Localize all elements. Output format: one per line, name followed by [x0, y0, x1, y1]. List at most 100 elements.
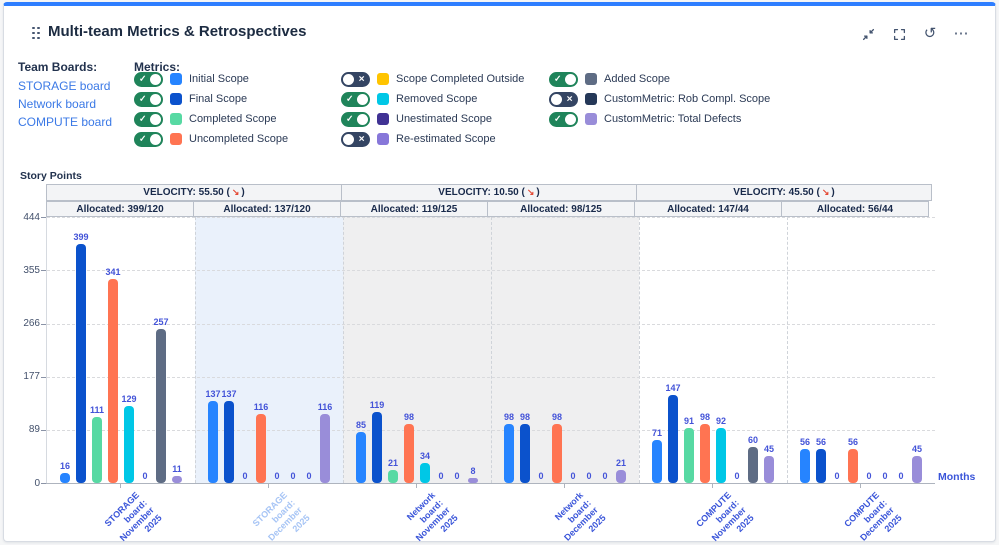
bar-initial-scope[interactable]: [60, 473, 70, 483]
bar-slot: 56: [800, 217, 810, 483]
allocated-cell: Allocated: 137/120: [193, 201, 341, 217]
bar-value-label: 0: [834, 471, 840, 481]
bar-value-label: 147: [665, 382, 681, 393]
bar-value-label: 98: [404, 412, 415, 423]
bar-slot: 129: [121, 217, 137, 483]
bar-slot: 257: [153, 217, 169, 483]
drag-handle-icon[interactable]: [31, 26, 41, 40]
fullscreen-icon[interactable]: [891, 26, 907, 42]
metric-toggle[interactable]: [341, 91, 370, 107]
bar-initial-scope[interactable]: [208, 400, 218, 483]
velocity-cell: VELOCITY: 55.50 (↘): [46, 184, 342, 201]
column-bg: [343, 217, 491, 483]
bar-slot: 91: [684, 217, 694, 483]
bar-slot: 71: [652, 217, 662, 483]
board-link-storage[interactable]: STORAGE board: [18, 79, 111, 93]
vertical-gridline: [787, 217, 788, 483]
header-toolbar: ↺ ⋯: [860, 26, 969, 42]
bar-slot: 0: [436, 217, 446, 483]
bar-initial-scope[interactable]: [504, 424, 514, 483]
bar-removed-scope[interactable]: [716, 427, 726, 483]
bar-group: 137 137 0 116 0 0 0 116: [195, 217, 343, 483]
bar-slot: 147: [665, 217, 681, 483]
bar-custommetric-total-defects[interactable]: [320, 413, 330, 483]
bar-value-label: 119: [369, 399, 385, 410]
bar-slot: 34: [420, 217, 430, 483]
column-bg: [787, 217, 935, 483]
bar-custommetric-total-defects[interactable]: [468, 478, 478, 483]
bar-completed-scope[interactable]: [92, 416, 102, 483]
bar-value-label: 0: [586, 471, 592, 481]
bar-custommetric-total-defects[interactable]: [616, 470, 626, 483]
bar-slot: 60: [748, 217, 758, 483]
bar-slot: 0: [732, 217, 742, 483]
bar-completed-scope[interactable]: [388, 470, 398, 483]
bar-value-label: 257: [153, 317, 169, 328]
metric-toggle[interactable]: [341, 131, 370, 147]
metric-color-swatch: [585, 93, 597, 105]
bar-custommetric-total-defects[interactable]: [764, 456, 774, 483]
board-link-compute[interactable]: COMPUTE board: [18, 115, 113, 129]
metric-toggle[interactable]: [549, 91, 578, 107]
legend-item: Added Scope: [549, 69, 770, 89]
board-link-network[interactable]: Network board: [18, 97, 97, 111]
bar-uncompleted-scope[interactable]: [108, 278, 118, 483]
bar-slot: 98: [552, 217, 562, 483]
bar-uncompleted-scope[interactable]: [700, 424, 710, 483]
bar-added-scope[interactable]: [748, 447, 758, 483]
metric-toggle[interactable]: [134, 91, 163, 107]
metric-toggle[interactable]: [549, 111, 578, 127]
collapse-icon[interactable]: [860, 26, 876, 42]
bar-custommetric-total-defects[interactable]: [172, 476, 182, 483]
more-icon[interactable]: ⋯: [953, 25, 969, 42]
metric-color-swatch: [377, 113, 389, 125]
bar-removed-scope[interactable]: [420, 462, 430, 483]
trend-down-icon: ↘: [231, 187, 240, 197]
bar-added-scope[interactable]: [156, 329, 166, 483]
bar-slot: 85: [356, 217, 366, 483]
vertical-gridline: [343, 217, 344, 483]
vertical-gridline: [195, 217, 196, 483]
bar-final-scope[interactable]: [668, 394, 678, 483]
metric-color-swatch: [170, 93, 182, 105]
bar-uncompleted-scope[interactable]: [848, 449, 858, 483]
bar-completed-scope[interactable]: [684, 428, 694, 483]
gadget-card: Multi-team Metrics & Retrospectives ↺ ⋯ T…: [3, 2, 996, 543]
bar-slot: 0: [452, 217, 462, 483]
bar-custommetric-total-defects[interactable]: [912, 456, 922, 483]
metric-toggle[interactable]: [134, 111, 163, 127]
metric-name: Completed Scope: [189, 113, 277, 125]
metric-toggle[interactable]: [134, 131, 163, 147]
metric-toggle[interactable]: [134, 71, 163, 87]
bar-initial-scope[interactable]: [356, 432, 366, 483]
y-tick-label: 266: [23, 318, 40, 330]
horizontal-gridline: [47, 376, 935, 378]
bar-slot: 45: [764, 217, 774, 483]
metric-toggle[interactable]: [341, 111, 370, 127]
bar-uncompleted-scope[interactable]: [404, 424, 414, 483]
bar-slot: 116: [318, 217, 332, 483]
bar-final-scope[interactable]: [816, 449, 826, 483]
bar-final-scope[interactable]: [76, 243, 86, 483]
bar-uncompleted-scope[interactable]: [552, 424, 562, 483]
bar-value-label: 129: [121, 393, 137, 404]
bar-final-scope[interactable]: [224, 400, 234, 483]
bar-final-scope[interactable]: [520, 424, 530, 483]
bar-initial-scope[interactable]: [800, 449, 810, 483]
bar-value-label: 111: [89, 404, 105, 415]
metric-toggle[interactable]: [341, 71, 370, 87]
bar-slot: 0: [140, 217, 150, 483]
reset-icon[interactable]: ↺: [923, 25, 937, 42]
bar-slot: 0: [880, 217, 890, 483]
bar-value-label: 98: [700, 412, 711, 423]
bar-removed-scope[interactable]: [124, 405, 134, 483]
bar-slot: 98: [520, 217, 530, 483]
legend-item: CustomMetric: Rob Compl. Scope: [549, 89, 770, 109]
vertical-gridline: [491, 217, 492, 483]
bar-final-scope[interactable]: [372, 411, 382, 483]
bar-slot: 16: [60, 217, 70, 483]
bar-initial-scope[interactable]: [652, 440, 662, 483]
bar-uncompleted-scope[interactable]: [256, 413, 266, 483]
metric-toggle[interactable]: [549, 71, 578, 87]
